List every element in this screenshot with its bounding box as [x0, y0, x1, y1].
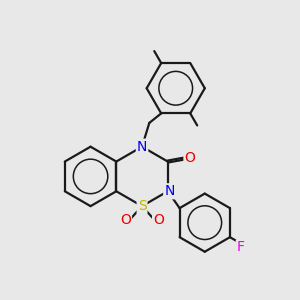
Text: O: O [153, 213, 164, 227]
Text: O: O [184, 151, 195, 165]
Text: O: O [120, 213, 131, 227]
Text: F: F [237, 240, 245, 254]
Text: S: S [138, 199, 146, 213]
Text: N: N [137, 140, 147, 154]
Text: N: N [164, 184, 175, 198]
